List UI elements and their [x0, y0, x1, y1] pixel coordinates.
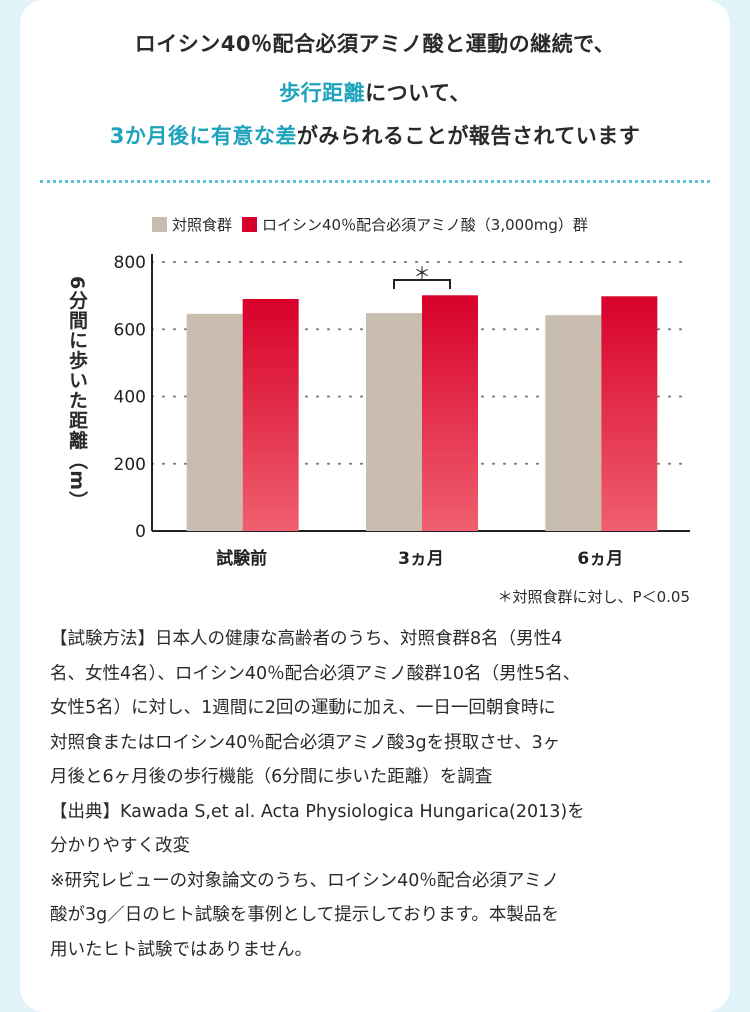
study-method-line: ※研究レビューの対象論文のうち、ロイシン40％配合必須アミノ	[50, 870, 560, 891]
x-category-label: 3ヵ月	[398, 549, 444, 569]
study-method-text: 【試験方法】日本人の健康な高齢者のうち、対照食群8名（男性4 名、女性4名）、ロイ…	[50, 622, 710, 967]
study-method-line: 【試験方法】日本人の健康な高齢者のうち、対照食群8名（男性4	[50, 629, 563, 649]
x-category-label: 6ヵ月	[577, 549, 623, 569]
legend-swatch-control	[152, 217, 167, 232]
bar-control	[545, 315, 602, 531]
significance-marker: ＊	[414, 264, 431, 284]
y-tick-label: 0	[135, 522, 146, 542]
y-axis-label: 6分間に歩いた距離（m）	[66, 276, 88, 512]
y-tick-label: 600	[114, 320, 146, 340]
bar-treatment	[422, 295, 478, 531]
significance-footnote: ＊対照食群に対し、P＜0.05	[497, 588, 690, 606]
study-method-line: 対照食またはロイシン40％配合必須アミノ酸3gを摂取させ、3ヶ	[50, 732, 561, 753]
study-method-line: 用いたヒト試験ではありません。	[50, 939, 312, 960]
study-method-line: 名、女性4名）、ロイシン40％配合必須アミノ酸群10名（男性5名、	[50, 663, 581, 684]
headline-line-2: 歩行距離について、	[0, 77, 750, 107]
study-method-line: 酸が3g／日のヒト試験を事例として提示しております。本製品を	[50, 905, 559, 925]
study-method-line: 女性5名）に対し、1週間に2回の運動に加え、一日一回朝食時に	[50, 698, 556, 718]
study-method-line: 月後と6ヶ月後の歩行機能（6分間に歩いた距離）を調査	[50, 767, 493, 787]
headline-line-3-rest: がみられることが報告されています	[296, 124, 641, 148]
bar-control	[366, 313, 422, 531]
headline-line-3: 3か月後に有意な差がみられることが報告されています	[0, 120, 750, 150]
legend-label-control: 対照食群	[172, 216, 233, 234]
headline-highlight-walking-distance: 歩行距離	[279, 81, 366, 105]
study-method-line: 【出典】Kawada S,et al. Acta Physiologica Hu…	[50, 801, 585, 822]
dotted-divider	[40, 180, 710, 183]
y-tick-label: 800	[114, 253, 146, 273]
y-tick-label: 200	[114, 455, 146, 475]
bar-treatment	[601, 296, 658, 531]
x-category-label: 試験前	[216, 548, 267, 569]
legend-swatch-treatment	[242, 217, 258, 232]
headline-line-1: ロイシン40％配合必須アミノ酸と運動の継続で、	[134, 32, 616, 56]
legend-label-treatment: ロイシン40％配合必須アミノ酸（3,000mg）群	[262, 216, 588, 234]
bar-control	[186, 313, 243, 531]
y-tick-label: 400	[114, 388, 146, 408]
bar-chart: 0 200 400 600 800 試験前 3ヵ月 6ヵ月 ＊	[114, 253, 691, 569]
headline-highlight-significant-difference: 3か月後に有意な差	[109, 124, 297, 148]
significance-bracket	[393, 279, 451, 289]
study-method-line: 分かりやすく改変	[50, 836, 190, 856]
bar-treatment	[242, 298, 299, 531]
chart-legend: 対照食群 ロイシン40％配合必須アミノ酸（3,000mg）群	[152, 214, 598, 235]
headline-line-2-rest: について、	[365, 81, 471, 105]
